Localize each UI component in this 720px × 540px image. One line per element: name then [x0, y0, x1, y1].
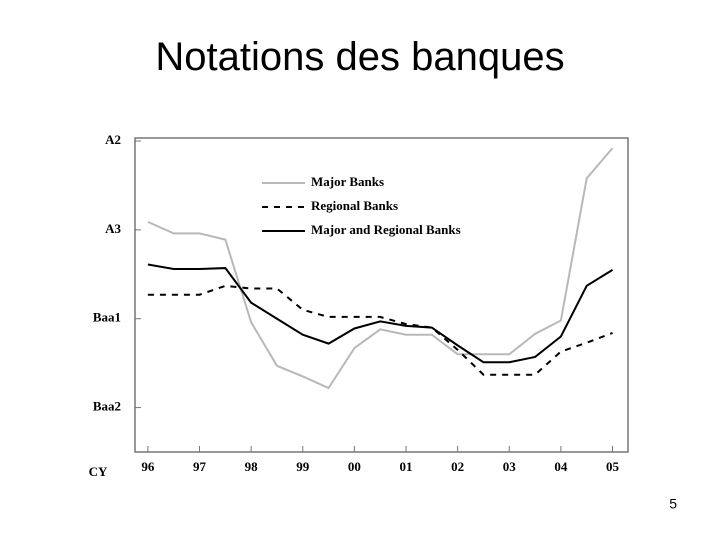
series-line [147, 147, 614, 390]
y-tick-label: Baa1 [93, 310, 121, 325]
y-tick-label: Baa2 [93, 399, 121, 414]
x-tick-label: 01 [400, 459, 413, 474]
x-tick-label: 97 [193, 459, 207, 474]
x-axis-label: CY [89, 464, 108, 479]
x-tick-label: 99 [296, 459, 310, 474]
series-line [147, 263, 614, 364]
x-tick-label: 05 [606, 459, 620, 474]
x-tick-label: 96 [141, 459, 155, 474]
x-tick-label: 03 [503, 459, 517, 474]
x-tick-label: 00 [348, 459, 361, 474]
plot-frame [134, 137, 629, 453]
legend-label: Regional Banks [311, 198, 398, 213]
slide-title: Notations des banques [155, 35, 564, 79]
x-tick-label: 04 [554, 459, 568, 474]
x-tick-label: 02 [451, 459, 464, 474]
legend-label: Major and Regional Banks [311, 222, 461, 237]
y-tick-label: A3 [105, 221, 121, 236]
page-number: 5 [669, 496, 677, 512]
legend-label: Major Banks [311, 174, 384, 189]
y-tick-label: A2 [105, 132, 121, 147]
x-tick-label: 98 [245, 459, 259, 474]
series-line [147, 284, 613, 376]
